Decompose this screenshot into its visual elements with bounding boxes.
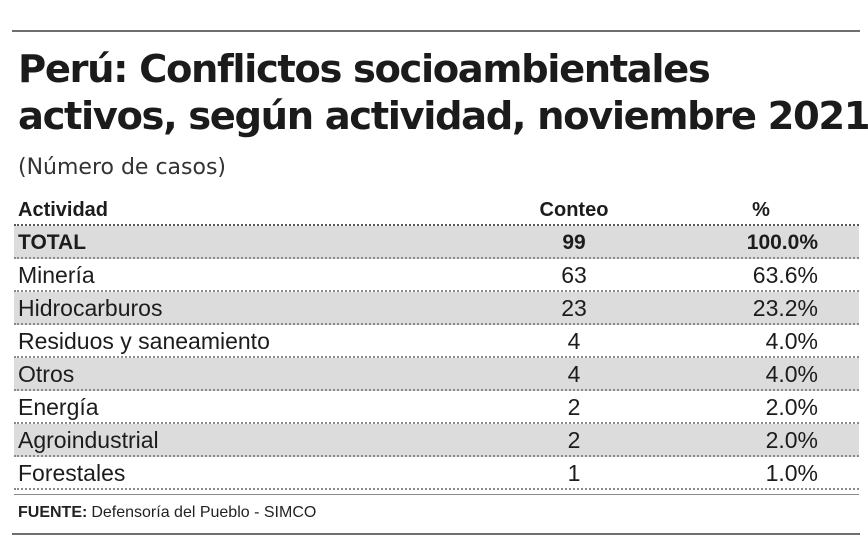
source-text: Defensoría del Pueblo - SIMCO	[91, 504, 317, 521]
percent-cell: 100.0%	[746, 231, 818, 254]
count-cell: 4	[567, 328, 581, 354]
activity-cell: Minería	[18, 262, 95, 288]
data-table: Actividad Conteo % TOTAL 99 100.0% Minería 6…	[14, 193, 859, 490]
activity-cell: Agroindustrial	[18, 427, 159, 453]
activity-cell: TOTAL	[18, 231, 87, 254]
chart-title: Perú: Conflictos socioambientales activo…	[18, 46, 868, 140]
table-row: Forestales 1 1.0%	[14, 457, 859, 490]
count-cell: 99	[562, 231, 586, 254]
count-cell: 4	[567, 361, 581, 387]
count-cell: 23	[561, 295, 587, 321]
percent-cell: 1.0%	[765, 460, 818, 486]
activity-cell: Residuos y saneamiento	[18, 328, 270, 354]
top-rule	[12, 30, 860, 32]
table-row: Energía 2 2.0%	[14, 391, 859, 424]
chart-subtitle: (Número de casos)	[18, 155, 227, 180]
chart-title-line-1: Perú: Conflictos socioambientales	[18, 47, 711, 92]
count-cell: 2	[567, 427, 581, 453]
column-header-percent: %	[752, 199, 770, 221]
chart-title-line-2: activos, según actividad, noviembre 2021	[18, 94, 868, 139]
activity-cell: Hidrocarburos	[18, 295, 163, 321]
table-row: Agroindustrial 2 2.0%	[14, 424, 859, 457]
count-cell: 2	[567, 394, 581, 420]
percent-cell: 23.2%	[752, 295, 818, 321]
bottom-rule	[12, 533, 860, 535]
table-row: Hidrocarburos 23 23.2%	[14, 292, 859, 325]
activity-cell: Forestales	[18, 460, 126, 486]
column-header-actividad: Actividad	[18, 199, 109, 221]
table-row: Minería 63 63.6%	[14, 259, 859, 292]
column-header-conteo: Conteo	[539, 199, 609, 221]
count-cell: 1	[567, 460, 581, 486]
percent-cell: 2.0%	[765, 427, 818, 453]
table-body: TOTAL 99 100.0% Minería 63 63.6% Hidrocarburos…	[14, 226, 859, 490]
footer-rule	[14, 494, 859, 495]
count-cell: 63	[561, 262, 587, 288]
table-row-total: TOTAL 99 100.0%	[14, 226, 859, 259]
activity-cell: Energía	[18, 394, 99, 420]
percent-cell: 4.0%	[765, 361, 818, 387]
source-label: FUENTE:	[18, 504, 88, 521]
percent-cell: 2.0%	[765, 394, 818, 420]
table-row: Residuos y saneamiento 4 4.0%	[14, 325, 859, 358]
percent-cell: 63.6%	[752, 262, 818, 288]
percent-cell: 4.0%	[765, 328, 818, 354]
table-row: Otros 4 4.0%	[14, 358, 859, 391]
source-note: FUENTE: Defensoría del Pueblo - SIMCO	[18, 503, 316, 523]
activity-cell: Otros	[18, 361, 75, 387]
table-header-row: Actividad Conteo %	[14, 193, 859, 226]
